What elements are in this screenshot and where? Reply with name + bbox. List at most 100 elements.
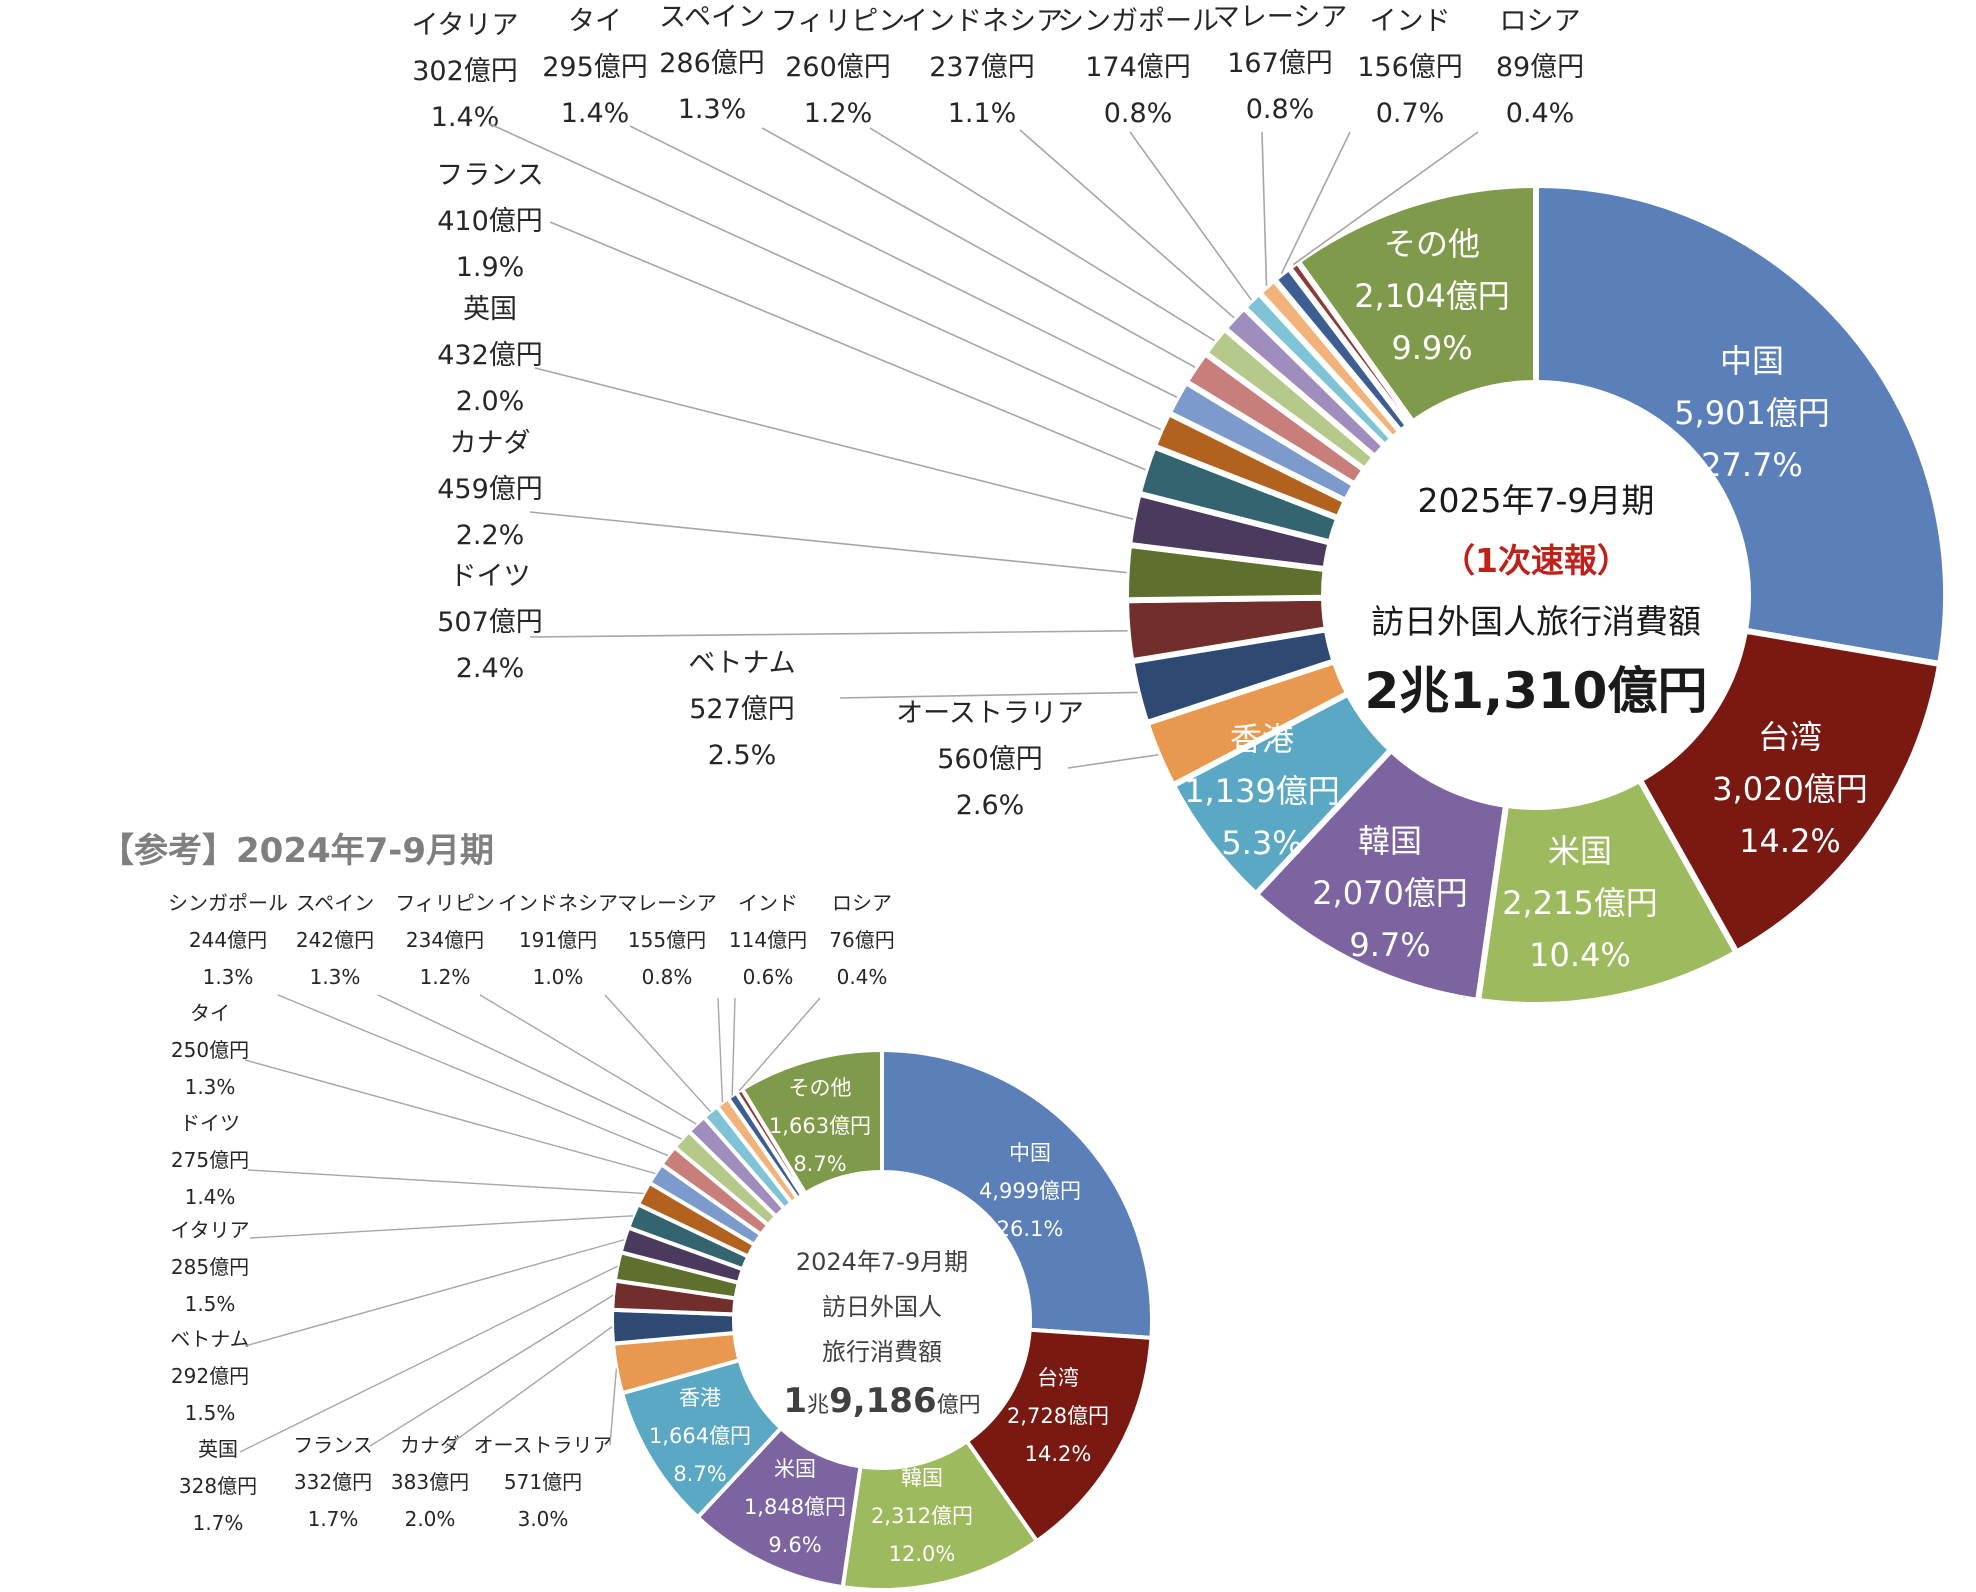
d2024-label-16-pct: 1.0% [533, 965, 584, 989]
d2024-label-7-pct: 1.7% [308, 1507, 359, 1531]
d2024-label-5-value_label: 571億円 [504, 1470, 582, 1494]
d2025-label-8-name: カナダ [450, 428, 531, 459]
d2024-label-8-pct: 1.7% [193, 1511, 244, 1535]
d2024-label-15-pct: 1.2% [420, 965, 471, 989]
center-label-2025: 訪日外国人旅行消費額 [1371, 602, 1701, 641]
d2024-leader-12 [244, 1059, 656, 1175]
d2025-label-0-pct: 27.7% [1701, 446, 1803, 484]
d2025-label-9-value_label: 432億円 [437, 340, 543, 371]
d2024-label-12-pct: 1.3% [185, 1075, 236, 1099]
d2025-label-1-name: 台湾 [1758, 718, 1822, 756]
d2024-leader-10 [249, 1215, 633, 1239]
d2024-label-10-value_label: 285億円 [171, 1255, 249, 1279]
d2024-leader-14 [377, 994, 682, 1140]
d2024-label-11-value_label: 275億円 [171, 1148, 249, 1172]
d2024-label-9-pct: 1.5% [185, 1401, 236, 1425]
d2025-label-16-name: シンガポール [1057, 6, 1219, 37]
d2025-label-16-value_label: 174億円 [1085, 52, 1191, 83]
d2024-label-14-pct: 1.3% [310, 965, 361, 989]
d2025-label-7-value_label: 507億円 [437, 607, 543, 638]
d2025-leader-10 [549, 221, 1146, 471]
d2025-slice-1 [1635, 627, 1944, 957]
d2025-leader-11 [489, 123, 1162, 431]
d2025-label-13-name: スペイン [659, 2, 765, 33]
d2024-label-12-value_label: 250億円 [171, 1038, 249, 1062]
d2024-label-7-value_label: 332億円 [294, 1470, 372, 1494]
d2025-label-7-name: ドイツ [450, 561, 531, 592]
d2024-label-9-name: ベトナム [170, 1327, 249, 1351]
d2024-label-14-value_label: 242億円 [296, 928, 374, 952]
d2024-leader-11 [247, 1169, 644, 1195]
d2025-leader-12 [629, 125, 1178, 398]
d2025-label-19-value_label: 89億円 [1496, 52, 1584, 83]
d2024-label-6-pct: 2.0% [405, 1507, 456, 1531]
d2025-label-9-pct: 2.0% [456, 386, 525, 417]
d2024-leader-13 [277, 994, 669, 1157]
d2024-label-8-value_label: 328億円 [179, 1474, 257, 1498]
d2025-label-11-value_label: 302億円 [412, 56, 518, 87]
d2024-label-3-value_label: 1,848億円 [744, 1495, 846, 1519]
d2025-label-3-pct: 9.7% [1349, 926, 1430, 964]
d2025-label-10-value_label: 410億円 [437, 206, 543, 237]
d2024-label-17-pct: 0.8% [642, 965, 693, 989]
d2025-label-18-pct: 0.7% [1376, 98, 1445, 129]
d2025-label-17-name: マレーシア [1213, 2, 1347, 33]
d2024-label-9-value_label: 292億円 [171, 1364, 249, 1388]
d2025-label-8-pct: 2.2% [456, 520, 525, 551]
d2024-label-4-pct: 8.7% [673, 1462, 726, 1486]
d2025-leader-15 [1019, 129, 1235, 319]
d2025-label-16-pct: 0.8% [1104, 98, 1173, 129]
d2024-label-19-name: ロシア [832, 891, 892, 915]
d2024-label-10-pct: 1.5% [185, 1292, 236, 1316]
d2024-label-16-name: インドネシア [498, 891, 618, 915]
d2024-label-17-name: マレーシア [617, 891, 717, 915]
d2024-leader-17 [717, 997, 724, 1103]
d2024-label-16-value_label: 191億円 [519, 928, 597, 952]
d2025-label-8-value_label: 459億円 [437, 474, 543, 505]
d2025-label-14-value_label: 260億円 [785, 52, 891, 83]
d2024-label-18-name: インド [738, 891, 798, 915]
d2024-label-2-name: 韓国 [901, 1466, 943, 1490]
d2024-label-4-value_label: 1,664億円 [649, 1424, 751, 1448]
d2024-leader-6 [444, 1326, 613, 1449]
d2025-label-17-pct: 0.8% [1246, 94, 1315, 125]
d2025-label-19-name: ロシア [1500, 6, 1581, 37]
d2024-label-19-value_label: 76億円 [829, 928, 894, 952]
d2025-label-13-value_label: 286億円 [659, 48, 765, 79]
center-label2-2024: 旅行消費額 [822, 1338, 942, 1366]
d2024-label-6-value_label: 383億円 [391, 1470, 469, 1494]
d2024-leader-15 [479, 994, 697, 1125]
d2024-label-17-value_label: 155億円 [628, 928, 706, 952]
donut-2024 [610, 1047, 1154, 1592]
d2025-leader-16 [1129, 131, 1252, 301]
d2024-label-14-name: スペイン [296, 891, 375, 915]
d2025-leader-19 [1292, 131, 1479, 266]
d2024-label-0-pct: 26.1% [997, 1217, 1064, 1241]
d2025-label-4-name: 香港 [1230, 720, 1294, 758]
d2025-label-4-pct: 5.3% [1221, 824, 1302, 862]
reference-title: 【参考】2024年7-9月期 [100, 831, 494, 871]
d2024-leader-7 [369, 1294, 614, 1447]
d2025-label-10-name: フランス [436, 160, 543, 191]
d2024-label-0-value_label: 4,999億円 [979, 1179, 1081, 1203]
d2024-label-1-pct: 14.2% [1025, 1442, 1092, 1466]
d2024-label-10-name: イタリア [170, 1218, 249, 1242]
d2024-label-2-pct: 12.0% [889, 1542, 956, 1566]
d2025-label-0-name: 中国 [1720, 342, 1784, 380]
d2025-label-15-name: インドネシア [901, 6, 1063, 37]
d2024-label-13-value_label: 244億円 [189, 928, 267, 952]
d2025-label-2-value_label: 2,215億円 [1502, 884, 1658, 922]
d2024-leader-16 [604, 994, 711, 1113]
d2024-label-11-pct: 1.4% [185, 1185, 236, 1209]
center-total-prefix: 1 [783, 1381, 807, 1421]
center-total-2024: 1兆9,186億円 [783, 1381, 980, 1421]
d2025-label-6-pct: 2.5% [708, 740, 777, 771]
d2024-label-18-pct: 0.6% [743, 965, 794, 989]
d2025-leader-8 [529, 511, 1127, 574]
center-total-unit1: 兆 [807, 1393, 829, 1418]
d2025-label-14-pct: 1.2% [804, 98, 873, 129]
d2025-label-5-value_label: 560億円 [937, 744, 1043, 775]
d2024-label-18-value_label: 114億円 [729, 928, 807, 952]
d2025-label-6-value_label: 527億円 [689, 694, 795, 725]
